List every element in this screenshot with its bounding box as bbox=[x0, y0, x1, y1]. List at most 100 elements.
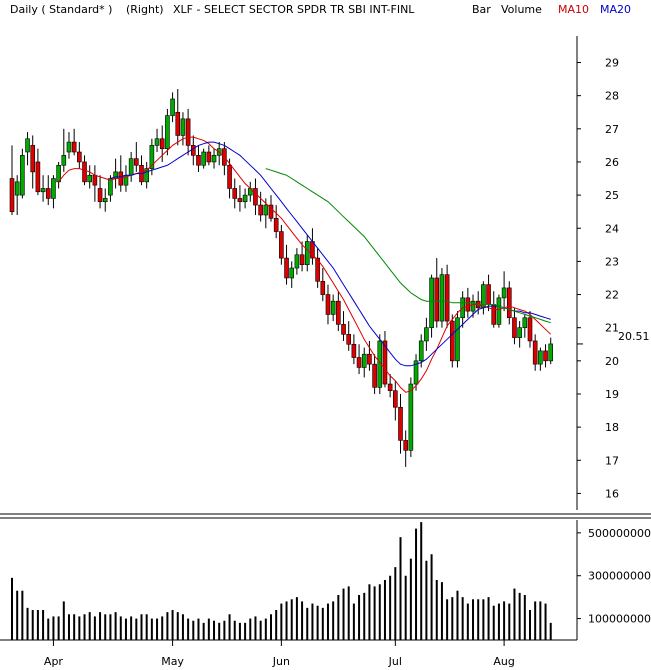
price-bar bbox=[387, 374, 393, 398]
price-bar-up-body bbox=[40, 188, 46, 193]
price-bar bbox=[336, 291, 341, 332]
price-bar-up-body bbox=[377, 340, 383, 388]
header-symbol-title: XLF - SELECT SECTOR SPDR TR SBI INT-FINL bbox=[173, 3, 415, 16]
price-bar bbox=[429, 274, 434, 338]
price-bar bbox=[97, 175, 103, 209]
ma10-line bbox=[58, 136, 552, 393]
price-bar-down-body bbox=[403, 440, 408, 451]
price-bar bbox=[382, 331, 388, 388]
price-bar bbox=[92, 165, 98, 202]
price-bar bbox=[71, 128, 77, 156]
price-bar bbox=[377, 334, 383, 394]
price-bar-down-body bbox=[506, 287, 512, 319]
price-bar-down-body bbox=[134, 158, 139, 166]
price-bar bbox=[9, 145, 15, 215]
price-bar-up-body bbox=[413, 360, 419, 385]
price-tick-label: 24 bbox=[605, 222, 619, 235]
price-bar bbox=[310, 228, 315, 265]
price-bar bbox=[175, 89, 181, 146]
price-tick-label: 19 bbox=[605, 388, 619, 401]
price-bar bbox=[455, 311, 460, 368]
price-bar-down-body bbox=[382, 340, 388, 385]
price-bar-down-body bbox=[185, 118, 191, 146]
price-bar bbox=[123, 165, 129, 192]
time-axis: Apr May Jun Jul Aug bbox=[44, 640, 515, 668]
price-bar-down-body bbox=[196, 155, 201, 166]
price-bar bbox=[543, 344, 548, 368]
price-bar-up-body bbox=[330, 300, 336, 315]
price-bar-up-body bbox=[439, 274, 445, 322]
price-bar bbox=[496, 294, 502, 328]
price-bar-down-body bbox=[356, 357, 362, 368]
price-bar-up-body bbox=[211, 155, 217, 163]
price-bar-up-body bbox=[501, 287, 507, 299]
price-bar bbox=[154, 128, 160, 153]
price-bar bbox=[548, 337, 554, 365]
price-bar bbox=[165, 108, 170, 156]
price-bar-up-body bbox=[51, 178, 56, 199]
price-bar bbox=[341, 311, 346, 341]
price-bar bbox=[77, 142, 82, 169]
price-bar bbox=[512, 307, 517, 345]
last-price-label: 20.51 bbox=[618, 330, 650, 343]
price-bar-up-body bbox=[418, 340, 424, 362]
price-bar bbox=[185, 108, 191, 156]
price-bar-down-body bbox=[273, 218, 279, 232]
price-bar bbox=[403, 430, 408, 467]
price-bar bbox=[206, 145, 212, 166]
price-tick-label: 22 bbox=[605, 289, 619, 302]
price-bar-down-body bbox=[543, 350, 548, 362]
price-bar-up-body bbox=[263, 204, 269, 216]
price-bar-down-body bbox=[299, 254, 305, 266]
price-bar-down-body bbox=[253, 188, 258, 206]
price-bar-down-body bbox=[284, 257, 289, 279]
price-bar bbox=[273, 205, 279, 239]
price-bar bbox=[211, 148, 217, 169]
price-bar bbox=[527, 311, 533, 348]
time-tick-label: Jun bbox=[272, 655, 290, 668]
price-bar-up-body bbox=[165, 115, 170, 149]
price-bar-up-body bbox=[289, 267, 295, 279]
price-bar bbox=[35, 148, 41, 196]
price-bar bbox=[201, 148, 206, 169]
volume-tick-label: 100000000 bbox=[588, 613, 651, 626]
price-bar bbox=[87, 165, 92, 189]
price-bar-down-body bbox=[325, 294, 331, 315]
price-bar bbox=[170, 92, 175, 123]
price-bar bbox=[289, 261, 295, 288]
price-bar-down-body bbox=[320, 280, 326, 295]
price-bar bbox=[242, 188, 248, 209]
price-bar-up-body bbox=[128, 158, 134, 176]
price-bar-down-body bbox=[387, 383, 393, 391]
price-bar-down-body bbox=[449, 320, 455, 362]
price-bar bbox=[30, 135, 36, 189]
price-bar bbox=[51, 175, 56, 209]
price-bar bbox=[227, 158, 232, 199]
price-bar bbox=[320, 268, 326, 302]
price-bar-up-body bbox=[470, 300, 476, 312]
price-bar-down-body bbox=[444, 274, 450, 322]
price-bar-up-body bbox=[180, 118, 186, 136]
price-bar bbox=[232, 178, 238, 209]
price-bar bbox=[506, 281, 512, 325]
price-bar bbox=[40, 175, 46, 202]
price-bar bbox=[299, 241, 305, 272]
price-bar-up-body bbox=[87, 174, 92, 183]
header-scale-label: (Right) bbox=[126, 3, 164, 16]
volume-axis: 500000000 300000000 100000000 bbox=[577, 527, 651, 626]
price-bar-down-body bbox=[527, 317, 533, 342]
price-bar bbox=[134, 142, 139, 172]
price-bar-up-body bbox=[242, 194, 248, 203]
price-bar bbox=[66, 132, 72, 159]
price-bar-up-body bbox=[408, 383, 414, 451]
price-bar-down-body bbox=[351, 343, 357, 358]
ma20-line bbox=[110, 141, 551, 367]
header-chart-type-label: Bar bbox=[472, 3, 491, 16]
price-bar-down-body bbox=[341, 324, 346, 335]
price-bar-down-body bbox=[35, 161, 41, 193]
price-tick-label: 18 bbox=[605, 421, 619, 434]
header-ma20-label: MA20 bbox=[600, 3, 631, 16]
price-bar bbox=[398, 393, 403, 454]
price-bar bbox=[325, 284, 331, 325]
price-tick-label: 27 bbox=[605, 123, 619, 136]
